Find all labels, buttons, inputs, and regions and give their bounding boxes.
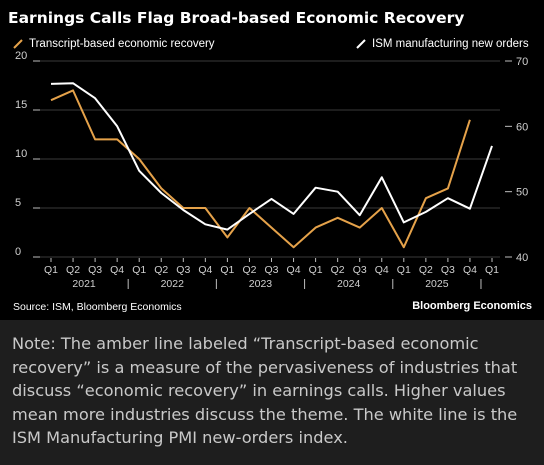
year-label: 2023 [249, 278, 273, 290]
legend-item-transcript: Transcript-based economic recovery [12, 38, 215, 50]
x-tick-label: Q1 [397, 264, 411, 276]
x-tick-label: Q1 [132, 264, 146, 276]
x-tick-label: Q2 [242, 264, 256, 276]
year-label: 2022 [161, 278, 185, 290]
left-tick-label: 15 [15, 99, 27, 111]
legend-label-transcript: Transcript-based economic recovery [29, 38, 215, 50]
x-tick-label: Q4 [110, 264, 124, 276]
x-tick-label: Q1 [220, 264, 234, 276]
chart-title: Earnings Calls Flag Broad-based Economic… [8, 9, 465, 27]
legend-item-ism: ISM manufacturing new orders [355, 38, 529, 50]
legend-swatch-amber-icon [13, 39, 23, 49]
footnote: Note: The amber line labeled “Transcript… [12, 334, 518, 447]
year-label: 2021 [72, 278, 96, 290]
x-tick-label: Q2 [331, 264, 345, 276]
right-tick-label: 60 [516, 121, 528, 133]
x-tick-label: Q2 [66, 264, 80, 276]
year-label: 2025 [425, 278, 449, 290]
x-tick-label: Q4 [463, 264, 477, 276]
x-tick-label: Q2 [154, 264, 168, 276]
left-tick-label: 0 [15, 246, 21, 258]
right-tick-label: 50 [516, 187, 528, 199]
x-tick-label: Q2 [419, 264, 433, 276]
x-tick-label: Q4 [375, 264, 389, 276]
series-line-transcript [50, 89, 471, 249]
x-tick-label: Q3 [176, 264, 190, 276]
x-tick-label: Q1 [44, 264, 58, 276]
x-tick-label: Q4 [287, 264, 301, 276]
x-tick-label: Q3 [441, 264, 455, 276]
left-tick-label: 20 [15, 50, 27, 62]
left-tick-label: 10 [15, 148, 27, 160]
left-tick-label: 5 [15, 197, 21, 209]
series-line-ism [50, 82, 493, 231]
source-note: Source: ISM, Bloomberg Economics [13, 301, 182, 313]
legend-swatch-white-icon [356, 39, 366, 49]
line-chart: 0 5 10 15 20 40 50 60 70 Q1 Q2 Q3 Q4 Q1 Q2 Q3 Q4 Q1 Q2 Q3 Q4… [15, 50, 528, 290]
brand-label: Bloomberg Economics [412, 300, 532, 312]
right-tick-label: 70 [516, 56, 528, 68]
legend-label-ism: ISM manufacturing new orders [372, 38, 529, 50]
x-tick-label: Q3 [88, 264, 102, 276]
right-tick-label: 40 [516, 252, 528, 264]
x-tick-label: Q4 [198, 264, 212, 276]
year-label: 2024 [337, 278, 361, 290]
x-tick-label: Q3 [353, 264, 367, 276]
chart-card: Earnings Calls Flag Broad-based Economic… [0, 0, 544, 320]
x-tick-label: Q1 [309, 264, 323, 276]
x-tick-label: Q1 [485, 264, 499, 276]
x-tick-label: Q3 [264, 264, 278, 276]
